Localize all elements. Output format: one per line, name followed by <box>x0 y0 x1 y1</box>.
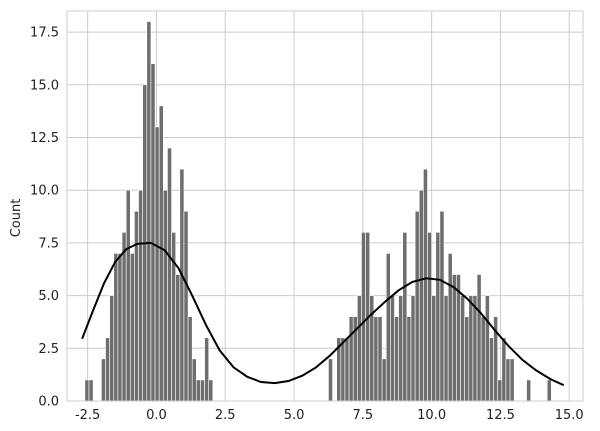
histogram-bar <box>497 379 503 402</box>
histogram-bar <box>328 358 333 402</box>
histogram-bar <box>460 295 465 402</box>
histogram-bar <box>435 232 441 402</box>
x-tick-label: 7.5 <box>352 408 373 423</box>
histogram-bar <box>183 210 189 402</box>
histogram-bar <box>480 316 486 402</box>
histogram-bar <box>451 274 457 402</box>
histogram-bar <box>171 232 177 402</box>
histogram-bar <box>468 295 474 402</box>
histogram-bar <box>398 295 404 402</box>
histogram-bar <box>381 358 387 402</box>
histogram-bar <box>129 253 135 402</box>
histogram-bar <box>200 379 205 402</box>
histogram-bar <box>125 189 131 402</box>
y-tick-label: 7.5 <box>38 236 59 251</box>
histogram-bar <box>485 295 490 402</box>
histogram-bar <box>447 253 453 402</box>
histogram-bar <box>501 337 507 402</box>
histogram-bar <box>101 358 106 402</box>
y-tick-label: 12.5 <box>30 131 59 146</box>
histogram-bar <box>385 253 391 402</box>
histogram-bar <box>402 232 408 402</box>
histogram-bar <box>464 316 470 402</box>
histogram-bar <box>418 189 424 402</box>
histogram-bar <box>158 105 164 402</box>
y-tick-label: 5.0 <box>38 289 59 304</box>
histogram-bar <box>414 210 420 402</box>
histogram-bar <box>167 147 172 402</box>
histogram-bar <box>175 274 181 402</box>
histogram-bar <box>505 358 511 402</box>
histogram-bar <box>431 295 437 402</box>
histogram-bar <box>361 232 366 402</box>
histogram-bar <box>179 168 185 402</box>
histogram-bar <box>394 316 399 402</box>
histogram-bar <box>443 295 449 402</box>
x-tick-label: 2.5 <box>215 408 236 423</box>
histogram-bar <box>150 63 156 402</box>
histogram-bar <box>187 316 193 402</box>
histogram-bar <box>109 295 115 402</box>
kde-curve <box>81 241 565 387</box>
histogram-bar <box>84 379 90 402</box>
histogram-bar <box>406 316 412 402</box>
histogram-bar <box>146 21 152 402</box>
histogram-bar <box>117 253 123 402</box>
histogram-bar <box>357 295 362 402</box>
histogram-bar <box>377 316 383 402</box>
histogram-bar <box>410 295 416 402</box>
histogram-bar <box>340 337 346 402</box>
y-tick-label: 15.0 <box>30 78 59 93</box>
histogram-bar <box>476 274 482 402</box>
histogram-bar <box>163 189 168 402</box>
histogram-bar <box>88 379 94 402</box>
histogram-bar <box>423 168 428 402</box>
histogram-bar <box>439 210 445 402</box>
histogram-bar <box>509 358 515 402</box>
histogram-bar <box>204 337 210 402</box>
y-tick-label: 2.5 <box>38 342 59 357</box>
x-tick-label: 10.0 <box>417 408 446 423</box>
histogram-bar <box>191 358 197 402</box>
histogram-bar <box>472 295 478 402</box>
histogram-bar <box>196 379 201 402</box>
y-axis-label: Count <box>9 199 24 238</box>
histogram-bar <box>348 316 354 402</box>
x-tick-label: 15.0 <box>555 408 584 423</box>
histogram-bar <box>138 189 143 402</box>
histogram-bar <box>121 232 127 402</box>
histogram-bar <box>489 337 494 402</box>
histogram-bar <box>208 379 214 402</box>
x-tick-label: 0.0 <box>146 408 167 423</box>
y-tick-label: 10.0 <box>30 184 59 199</box>
x-tick-label: -2.5 <box>75 408 100 423</box>
histogram-bar <box>373 316 379 402</box>
histogram-bars <box>84 21 552 402</box>
y-tick-labels: 0.0 2.5 5.0 7.5 10.0 12.5 15.0 17.5 <box>30 26 59 410</box>
y-tick-label: 0.0 <box>38 395 59 410</box>
x-tick-labels: -2.5 0.0 2.5 5.0 7.5 10.0 12.5 15.0 <box>75 408 584 423</box>
x-tick-label: 5.0 <box>284 408 305 423</box>
histogram-bar <box>154 126 160 402</box>
histogram-bar <box>113 253 119 402</box>
y-tick-label: 17.5 <box>30 26 59 41</box>
histogram-bar <box>546 379 552 402</box>
histogram-bar <box>134 210 139 402</box>
histogram-bar <box>526 379 532 402</box>
plot-frame <box>66 10 584 402</box>
x-tick-label: 12.5 <box>486 408 515 423</box>
histogram-bar <box>344 337 350 402</box>
histogram-bar <box>390 295 395 402</box>
histogram-bar <box>105 337 110 402</box>
histogram-bar <box>427 232 432 402</box>
